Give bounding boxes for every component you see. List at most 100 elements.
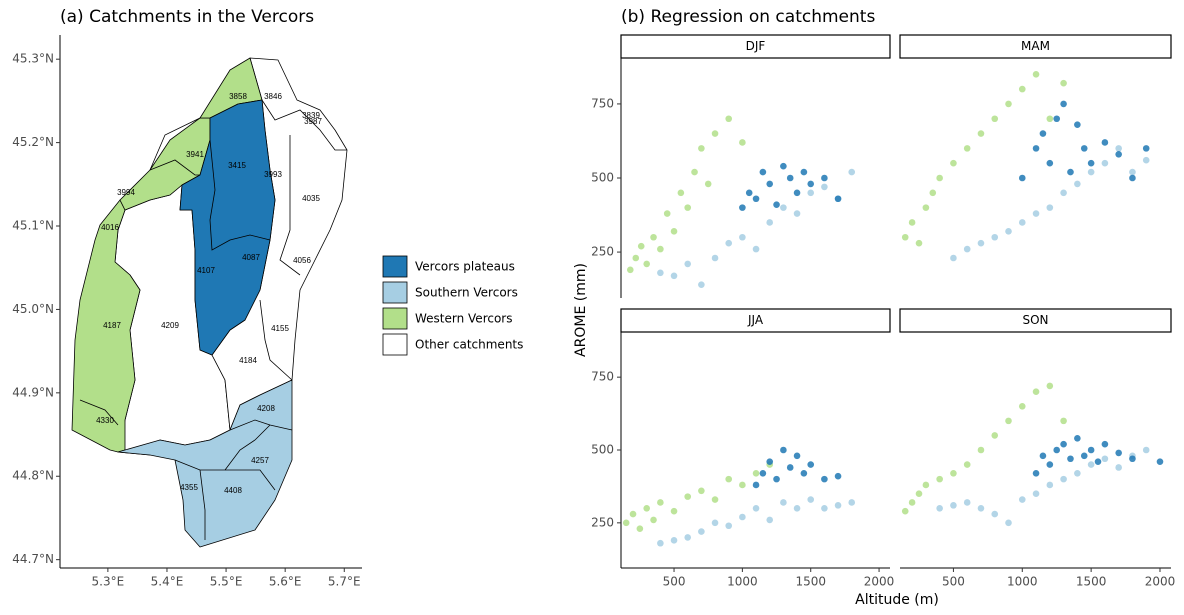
catchment-label: 4016 — [101, 223, 119, 232]
point — [936, 475, 943, 483]
point — [1087, 461, 1095, 468]
facet-strip — [620, 308, 891, 333]
boundary — [79, 399, 119, 426]
point — [780, 446, 787, 454]
point — [780, 499, 787, 506]
boundary — [209, 139, 271, 251]
point — [915, 490, 923, 498]
point — [848, 499, 856, 506]
point — [977, 446, 985, 454]
point — [752, 470, 760, 477]
boundary — [259, 299, 293, 381]
point — [786, 174, 794, 182]
facet-label: MAM — [1021, 39, 1050, 53]
point — [1101, 159, 1109, 167]
y-tick-label: 45.2°N — [12, 135, 54, 149]
point — [684, 534, 692, 541]
x-tick-label: 1000 — [727, 575, 758, 589]
point — [1101, 440, 1109, 448]
point — [936, 174, 943, 182]
y-tick-label: 500 — [591, 443, 614, 457]
point — [1032, 145, 1040, 152]
point — [1046, 461, 1054, 468]
point — [752, 481, 760, 489]
point — [637, 242, 645, 250]
point — [711, 519, 719, 527]
point — [766, 219, 774, 226]
x-tick-label: 500 — [663, 575, 686, 589]
y-tick-label: 750 — [591, 96, 614, 110]
point — [650, 233, 657, 241]
point — [684, 204, 692, 211]
point — [807, 496, 815, 503]
point — [780, 204, 787, 211]
boundary — [149, 159, 200, 176]
point — [691, 168, 698, 176]
point — [915, 239, 923, 247]
point — [1129, 174, 1136, 182]
point — [1039, 452, 1047, 460]
catchment-label: 3846 — [264, 92, 282, 101]
point — [711, 130, 719, 137]
point — [1142, 145, 1150, 152]
point — [901, 233, 909, 241]
point — [922, 481, 930, 489]
point — [908, 499, 916, 506]
y-tick-label: 44.8°N — [12, 469, 54, 483]
point — [821, 174, 828, 182]
point — [807, 180, 815, 188]
x-tick-label: 1500 — [795, 575, 826, 589]
point — [950, 470, 957, 477]
point — [793, 504, 801, 512]
point — [752, 245, 760, 253]
point — [698, 487, 705, 495]
boundary — [224, 424, 271, 471]
point — [1018, 402, 1026, 410]
catchment-label: 3839 — [302, 111, 320, 120]
point — [698, 528, 705, 535]
point — [1060, 100, 1067, 108]
legend-label: Western Vercors — [415, 312, 512, 326]
point — [1018, 496, 1026, 503]
point — [739, 204, 746, 211]
legend-swatch — [382, 281, 408, 304]
point — [807, 461, 815, 468]
point — [1005, 417, 1012, 425]
point — [1060, 440, 1067, 448]
point — [936, 504, 943, 512]
x-tick-label: 5.3°E — [92, 575, 125, 589]
point — [1005, 228, 1012, 235]
point — [657, 499, 664, 506]
point — [725, 115, 733, 123]
point — [1039, 130, 1047, 137]
y-tick-label: 44.9°N — [12, 385, 54, 399]
point — [1101, 139, 1109, 146]
catchment-label: 4155 — [271, 324, 289, 333]
point — [622, 519, 630, 527]
point — [1101, 455, 1109, 463]
point — [677, 189, 685, 197]
point — [643, 504, 650, 512]
point — [670, 537, 678, 544]
point — [963, 145, 971, 152]
catchment-label: 3993 — [264, 170, 282, 179]
facet-strip — [620, 34, 891, 59]
point — [1115, 145, 1122, 152]
point — [1115, 464, 1122, 471]
point — [632, 254, 640, 262]
point — [963, 245, 971, 253]
boundary — [279, 135, 301, 276]
point — [922, 204, 930, 211]
y-tick-label: 45.3°N — [12, 52, 54, 66]
point — [698, 281, 705, 288]
point — [766, 516, 774, 524]
catchment-label: 4056 — [293, 256, 311, 265]
point — [629, 510, 637, 518]
point — [704, 180, 712, 188]
y-tick-label: 45.0°N — [12, 302, 54, 316]
point — [670, 272, 678, 280]
point — [950, 254, 957, 262]
point — [739, 233, 746, 241]
boundary — [174, 459, 276, 491]
